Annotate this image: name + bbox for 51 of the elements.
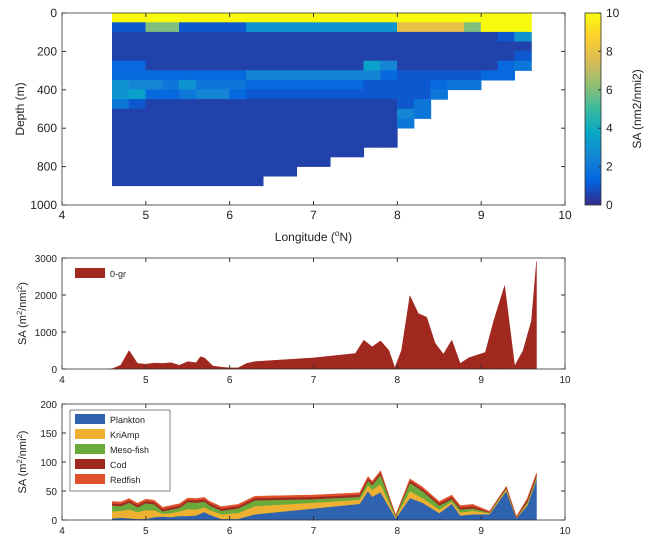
- legend-label: Plankton: [110, 415, 146, 425]
- x-tick-label: 9: [478, 526, 484, 535]
- y-tick-label: 150: [40, 429, 58, 440]
- x-tick-label: 7: [310, 526, 317, 535]
- y-tick-label: 2000: [34, 291, 58, 302]
- x-tick-label: 8: [394, 375, 401, 386]
- legend-label: 0-gr: [110, 269, 126, 279]
- x-axis-title: Longitude ($^{o}$N): [274, 228, 352, 244]
- x-tick-label: 9: [478, 375, 484, 386]
- x-tick-label: 6: [226, 526, 233, 535]
- legend-label: Redfish: [110, 475, 141, 485]
- y-tick-label: 200: [36, 44, 58, 58]
- x-tick-label: 8: [394, 208, 401, 222]
- y-tick-label: 800: [36, 160, 58, 174]
- y-tick-label: 0: [51, 516, 58, 527]
- y-tick-label: 50: [46, 487, 58, 498]
- x-tick-label: 10: [559, 375, 571, 386]
- color-bar-label: 6: [606, 82, 613, 97]
- y-tick-label: 600: [36, 121, 58, 136]
- y-tick-label: 0: [51, 365, 58, 376]
- y-tick-label: 100: [40, 458, 58, 469]
- y-tick-label: 200: [40, 400, 58, 411]
- x-tick-label: 5: [142, 208, 150, 222]
- x-tick-label: 10: [558, 208, 572, 222]
- x-tick-label: 4: [59, 526, 66, 535]
- legend-label: Cod: [110, 460, 127, 470]
- y-tick-label: 0: [50, 6, 58, 20]
- color-bar-label: 8: [606, 44, 613, 58]
- color-bar-title: SA (nm2/nmi2): [630, 69, 644, 149]
- y-tick-label: 1000: [34, 328, 58, 339]
- x-tick-label: 7: [310, 208, 318, 222]
- x-tick-label: 5: [143, 526, 150, 535]
- color-bar-label: 2: [606, 160, 613, 174]
- x-tick-label: 5: [143, 375, 150, 386]
- y-tick-label: 1000: [30, 198, 58, 212]
- y-axis-title: Depth (m): [13, 82, 27, 136]
- legend-label: Meso-fish: [110, 445, 150, 455]
- x-tick-label: 4: [58, 208, 66, 222]
- color-bar-label: 0: [606, 198, 613, 212]
- x-tick-label: 10: [559, 526, 571, 535]
- x-tick-label: 8: [394, 526, 401, 535]
- legend-label: KriAmp: [110, 430, 140, 440]
- y-tick-label: 3000: [34, 254, 58, 265]
- x-tick-label: 7: [310, 375, 317, 386]
- x-tick-label: 9: [478, 208, 485, 222]
- color-bar-label: 4: [606, 121, 613, 136]
- x-tick-label: 6: [226, 208, 234, 222]
- color-bar-label: 10: [606, 6, 620, 20]
- x-tick-label: 4: [59, 375, 66, 386]
- y-tick-label: 400: [36, 82, 58, 97]
- x-tick-label: 6: [226, 375, 233, 386]
